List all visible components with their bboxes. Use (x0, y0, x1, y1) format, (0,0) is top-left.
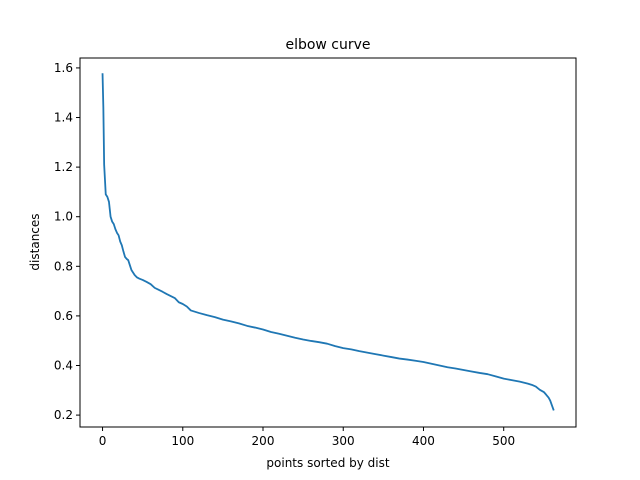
series-line (101, 73, 555, 411)
y-tick-label: 1.6 (54, 61, 73, 75)
y-tick-label: 1.4 (54, 111, 73, 125)
y-axis-label: distances (28, 213, 42, 270)
y-tick-label: 0.6 (54, 309, 73, 323)
x-tick-label: 100 (171, 434, 194, 448)
plot-frame (79, 57, 577, 428)
y-tick-label: 0.4 (54, 359, 73, 373)
x-axis-label: points sorted by dist (266, 456, 389, 470)
chart-title: elbow curve (285, 37, 370, 53)
y-tick-label: 0.8 (54, 259, 73, 273)
y-axis: 0.2 0.4 0.6 0.8 1.0 1.2 1.4 1.6 (54, 61, 80, 422)
x-axis: 0 100 200 300 400 500 (99, 427, 515, 448)
y-tick-label: 1.2 (54, 160, 73, 174)
y-tick-label: 0.2 (54, 408, 73, 422)
x-tick-label: 400 (412, 434, 435, 448)
x-tick-label: 500 (492, 434, 515, 448)
x-tick-label: 0 (99, 434, 107, 448)
x-tick-label: 300 (332, 434, 355, 448)
y-tick-label: 1.0 (54, 210, 73, 224)
plot-area (101, 73, 555, 411)
x-tick-label: 200 (252, 434, 275, 448)
